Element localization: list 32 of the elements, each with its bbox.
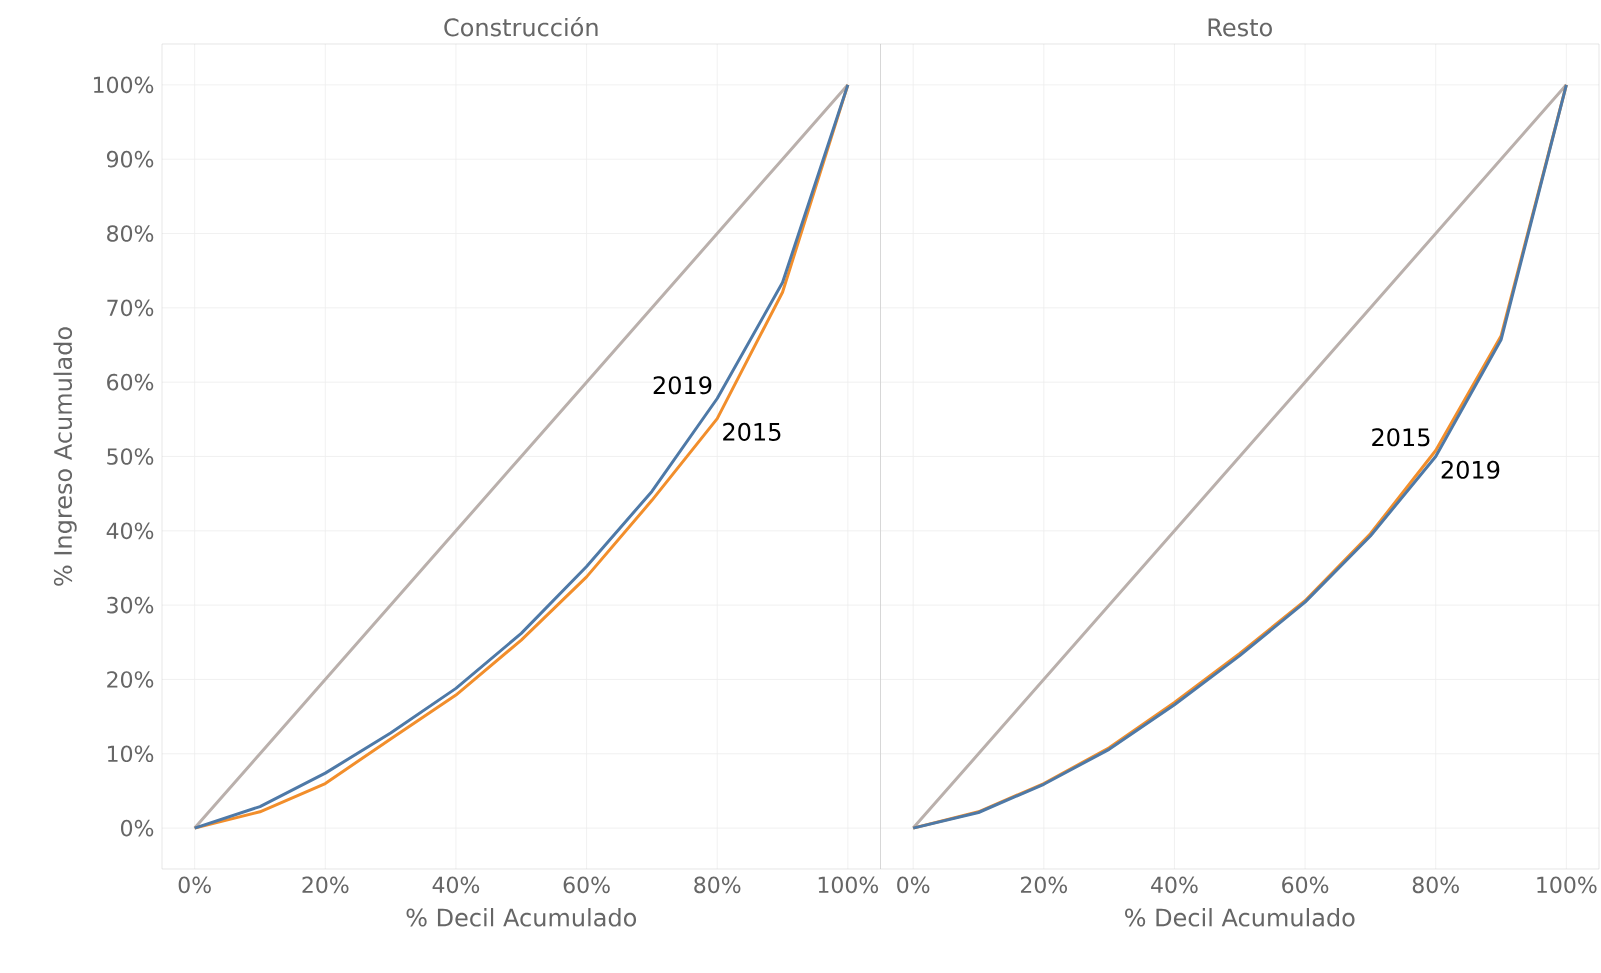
- y-tick-label: 0%: [121, 819, 154, 837]
- y-tick-label: 50%: [107, 448, 154, 465]
- x-tick-label: 20%: [302, 876, 349, 894]
- x-tick-label: 40%: [1151, 876, 1198, 894]
- x-axis-title: % Decil Acumulado: [406, 908, 637, 927]
- chart-title: Resto: [1208, 18, 1272, 37]
- chart-title: Construcción: [444, 16, 598, 37]
- x-tick-label: 80%: [694, 876, 741, 894]
- x-tick-label: 100%: [818, 876, 879, 894]
- y-tick-label: 20%: [107, 671, 154, 688]
- y-tick-label: 60%: [107, 373, 154, 391]
- y-tick-label: 30%: [107, 596, 154, 614]
- x-axis-title: % Decil Acumulado: [1125, 908, 1355, 927]
- y-tick-label: 80%: [107, 225, 154, 242]
- x-tick-label: 100%: [1537, 876, 1597, 894]
- y-tick-label: 70%: [107, 299, 154, 317]
- series-label: 2015: [1372, 428, 1430, 447]
- series-label: 2019: [653, 376, 712, 395]
- y-tick-label: 100%: [93, 76, 154, 94]
- series-label: 2015: [723, 422, 781, 441]
- x-tick-label: 80%: [1412, 876, 1459, 894]
- y-axis-title: % Ingreso Acumulado: [53, 327, 77, 586]
- x-tick-label: 60%: [563, 876, 610, 894]
- x-tick-label: 0%: [178, 876, 211, 894]
- y-tick-label: 10%: [107, 745, 154, 763]
- series-label: 2019: [1441, 460, 1500, 479]
- y-tick-label: 90%: [106, 150, 154, 168]
- x-tick-label: 40%: [432, 876, 480, 894]
- x-tick-label: 60%: [1282, 876, 1329, 894]
- y-tick-label: 40%: [106, 522, 154, 540]
- x-tick-label: 0%: [897, 876, 930, 894]
- x-tick-label: 20%: [1020, 876, 1068, 894]
